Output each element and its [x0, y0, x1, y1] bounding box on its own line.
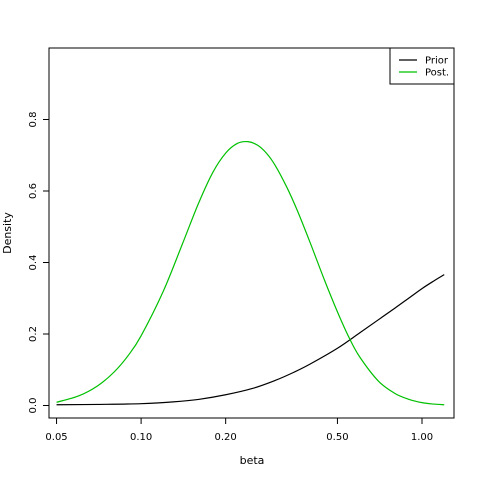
x-tick-label: 0.05 — [45, 432, 67, 443]
y-tick-label: 0.0 — [28, 398, 39, 414]
series-line-post — [56, 140, 445, 406]
plot-frame — [48, 47, 455, 419]
legend-box — [389, 47, 455, 85]
series-layer — [56, 140, 445, 406]
y-tick-label: 0.6 — [28, 183, 39, 199]
x-axis-label: beta — [240, 454, 265, 467]
y-tick-label: 0.4 — [28, 255, 39, 271]
y-axis-label: Density — [1, 212, 14, 254]
legend-label: Post. — [425, 68, 449, 79]
x-axis: 0.05 0.10 0.20 0.50 1.00 — [45, 418, 433, 443]
x-tick-label: 0.10 — [130, 432, 152, 443]
x-tick-label: 0.20 — [215, 432, 237, 443]
y-tick-label: 0.2 — [28, 326, 39, 342]
y-axis: 0.0 0.2 0.4 0.6 0.8 — [28, 112, 49, 414]
series-line-prior — [56, 274, 445, 406]
x-tick-label: 1.00 — [411, 432, 433, 443]
y-tick-label: 0.8 — [28, 112, 39, 128]
x-tick-label: 0.50 — [326, 432, 348, 443]
legend-label: Prior — [425, 56, 449, 67]
